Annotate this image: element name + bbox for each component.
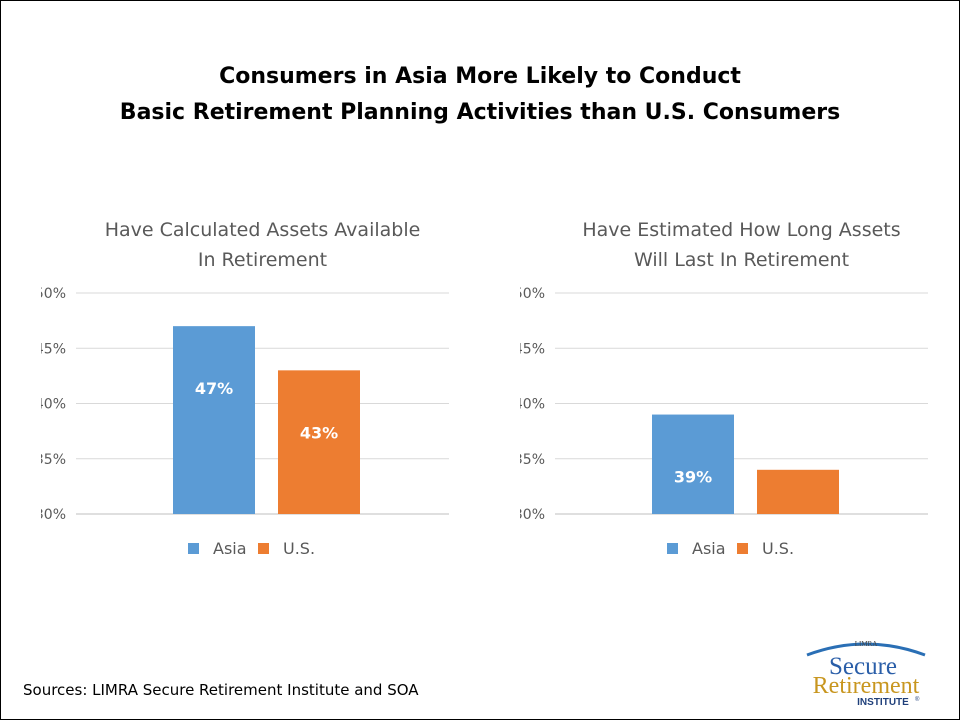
slide-title-line-1: Consumers in Asia More Likely to Conduct: [219, 64, 741, 89]
y-tick-label: 50%: [520, 286, 545, 302]
bar-asia: [652, 414, 734, 514]
bar-us: [757, 469, 839, 514]
legend-label: U.S.: [762, 539, 794, 558]
bar-data-label: 34%: [779, 523, 817, 542]
chart-title-line: In Retirement: [198, 249, 327, 271]
chart-title-line: Have Calculated Assets Available: [105, 219, 421, 241]
y-tick-label: 50%: [41, 286, 66, 302]
chart-assets-duration: Have Estimated How Long Assets Will Last …: [520, 219, 928, 558]
bar-us: [278, 370, 360, 514]
logo-secure-text: Secure: [829, 653, 897, 680]
y-tick-label: 45%: [41, 341, 66, 357]
sources-note: Sources: LIMRA Secure Retirement Institu…: [23, 681, 419, 699]
bar-data-label: 43%: [300, 423, 338, 442]
y-tick-label: 35%: [520, 452, 545, 468]
limra-secure-retirement-institute-logo: LIMRA Secure Retirement INSTITUTE ®: [806, 640, 926, 708]
legend-swatch: [258, 543, 269, 554]
logo-retirement-text: Retirement: [813, 673, 920, 699]
chart-assets-calculated: Have Calculated Assets Available In Retir…: [41, 219, 449, 558]
y-tick-label: 40%: [41, 397, 66, 413]
y-tick-label: 30%: [520, 507, 545, 523]
legend-label: Asia: [213, 539, 247, 558]
chart-title-line: Will Last In Retirement: [634, 249, 849, 271]
logo-tm: ®: [915, 696, 920, 703]
y-tick-label: 45%: [520, 341, 545, 357]
bar-asia: [173, 326, 255, 514]
bar-data-label: 39%: [674, 468, 712, 487]
legend-swatch: [737, 543, 748, 554]
slide-title: Consumers in Asia More Likely to Conduct…: [1, 59, 959, 131]
legend-label: U.S.: [283, 539, 315, 558]
bar-data-label: 47%: [195, 379, 233, 398]
y-tick-label: 40%: [520, 397, 545, 413]
y-tick-label: 35%: [41, 452, 66, 468]
slide-title-line-2: Basic Retirement Planning Activities tha…: [119, 100, 841, 125]
y-tick-label: 30%: [41, 507, 66, 523]
logo-institute-text: INSTITUTE: [857, 697, 909, 708]
chart-title-line: Have Estimated How Long Assets: [582, 219, 900, 241]
legend-label: Asia: [692, 539, 726, 558]
logo-arc: [806, 642, 926, 657]
legend-swatch: [667, 543, 678, 554]
legend-swatch: [188, 543, 199, 554]
logo-limra-text: LIMRA: [855, 640, 878, 648]
